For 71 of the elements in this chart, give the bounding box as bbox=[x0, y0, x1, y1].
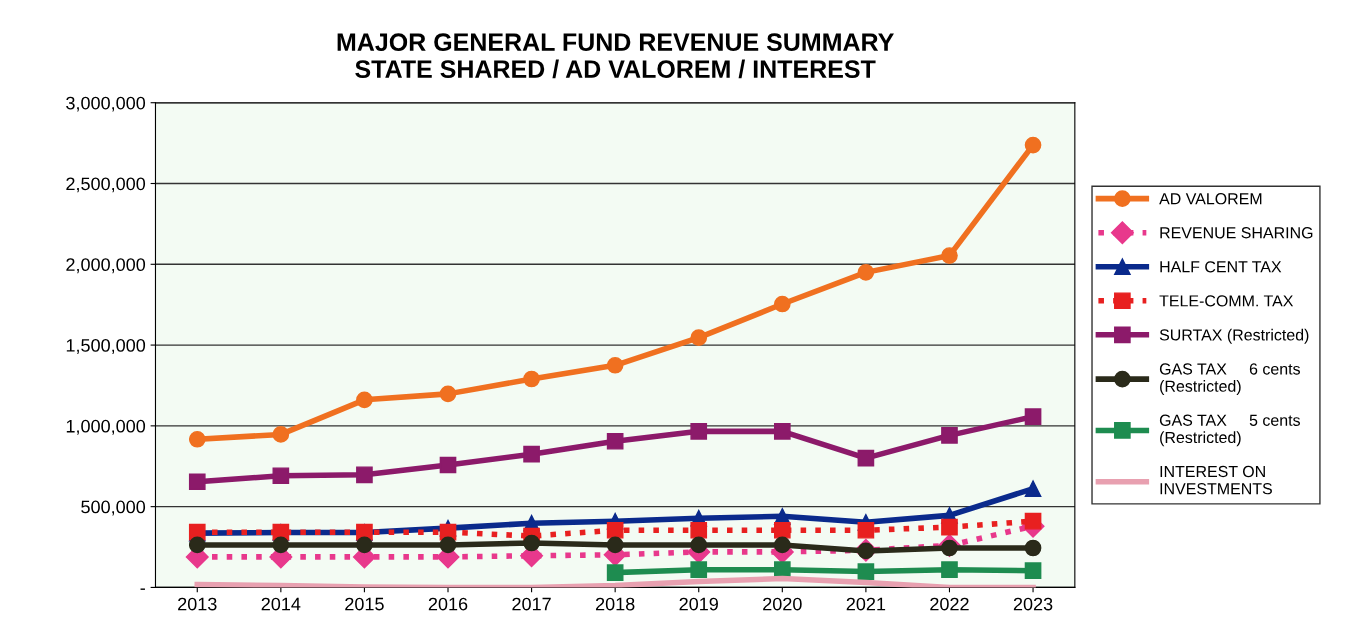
legend-label: INTEREST ON INVESTMENTS bbox=[1160, 465, 1272, 495]
y-tick-label: - bbox=[140, 588, 145, 590]
point bbox=[439, 456, 457, 474]
point bbox=[356, 536, 373, 554]
y-tick-label: 2,500,000 bbox=[66, 177, 146, 193]
point bbox=[188, 536, 206, 554]
point bbox=[857, 563, 875, 580]
point bbox=[1024, 512, 1042, 530]
point bbox=[941, 518, 958, 536]
point bbox=[272, 467, 290, 485]
y-tick-label: 1,500,000 bbox=[66, 339, 146, 354]
point bbox=[356, 466, 373, 484]
point bbox=[1024, 562, 1042, 579]
legend-label: GAS TAX 6 cents (Restricted) bbox=[1159, 363, 1300, 395]
point bbox=[941, 247, 958, 264]
point bbox=[606, 432, 624, 450]
point bbox=[606, 564, 624, 581]
point bbox=[188, 430, 206, 448]
point bbox=[690, 329, 708, 346]
point bbox=[773, 423, 791, 440]
x-tick-label: 2019 bbox=[679, 597, 718, 611]
point bbox=[773, 521, 791, 539]
x-tick-label: 2018 bbox=[595, 597, 635, 611]
point bbox=[690, 561, 708, 578]
y-tick-label: 2,000,000 bbox=[66, 258, 146, 274]
point bbox=[857, 264, 875, 281]
point bbox=[606, 536, 624, 554]
point bbox=[272, 426, 290, 443]
point bbox=[188, 473, 206, 491]
point bbox=[1024, 539, 1042, 557]
legend-label: GAS TAX 5 cents (Restricted) bbox=[1159, 414, 1300, 447]
point bbox=[1024, 136, 1042, 154]
x-tick-label: 2017 bbox=[512, 597, 551, 611]
point bbox=[857, 521, 875, 539]
y-tick-label: 1,000,000 bbox=[66, 419, 146, 435]
point bbox=[941, 561, 958, 578]
point bbox=[439, 536, 457, 554]
point bbox=[272, 536, 290, 554]
legend-label: TELE-COMM. TAX bbox=[1159, 295, 1294, 307]
x-tick-label: 2020 bbox=[763, 597, 802, 611]
point bbox=[1024, 480, 1042, 498]
point bbox=[523, 370, 540, 388]
x-tick-label: 2014 bbox=[261, 597, 301, 611]
point bbox=[773, 536, 791, 554]
point bbox=[606, 521, 624, 539]
point bbox=[523, 445, 540, 463]
point bbox=[857, 449, 875, 467]
point bbox=[690, 536, 708, 554]
legend-label: AD VALOREM bbox=[1159, 193, 1262, 205]
point bbox=[1024, 408, 1042, 425]
point bbox=[773, 561, 791, 578]
x-tick-label: 2021 bbox=[846, 597, 886, 611]
legend-label: SURTAX (Restricted) bbox=[1159, 328, 1309, 344]
x-tick-label: 2023 bbox=[1013, 597, 1053, 611]
x-tick-label: 2016 bbox=[428, 597, 468, 611]
point bbox=[690, 521, 708, 539]
point bbox=[439, 385, 457, 403]
point bbox=[941, 427, 958, 444]
y-tick-label: 3,000,000 bbox=[66, 96, 146, 112]
legend-label: REVENUE SHARING bbox=[1160, 227, 1313, 239]
chart-title: MAJOR GENERAL FUND REVENUE SUMMARY STATE SHARED / AD VALOREM / INTEREST bbox=[337, 33, 894, 79]
point bbox=[773, 295, 791, 313]
x-tick-label: 2015 bbox=[345, 597, 384, 611]
x-tick-label: 2022 bbox=[930, 597, 969, 611]
point bbox=[356, 391, 373, 409]
point bbox=[690, 423, 708, 440]
x-tick-label: 2013 bbox=[178, 597, 217, 611]
legend-label: HALF CENT TAX bbox=[1160, 261, 1282, 273]
point bbox=[523, 534, 540, 552]
y-tick-label: 500,000 bbox=[81, 500, 146, 516]
point bbox=[606, 356, 624, 374]
